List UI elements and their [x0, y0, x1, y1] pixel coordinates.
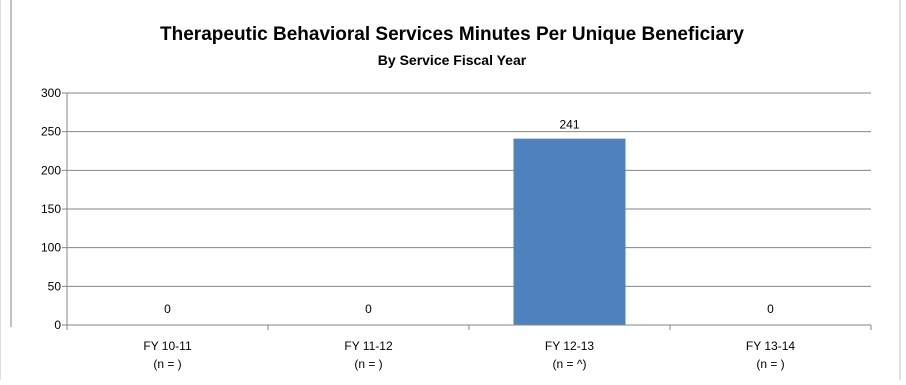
chart-title: Therapeutic Behavioral Services Minutes …: [160, 24, 744, 45]
bar: [513, 138, 626, 325]
x-tick-label: FY 10-11: [143, 339, 192, 353]
x-tick-sublabel: (n = ): [354, 357, 382, 371]
data-labels: 0 0 241 0: [164, 118, 774, 316]
data-label: 0: [164, 302, 171, 316]
x-tick-label: FY 12-13: [545, 339, 594, 353]
data-label: 0: [767, 302, 774, 316]
y-tick-label: 300: [41, 86, 61, 100]
y-tick-label: 250: [41, 125, 61, 139]
x-tick-sublabel: (n = ^): [553, 357, 587, 371]
x-tick-label: FY 11-12: [344, 339, 393, 353]
y-tick-label: 100: [41, 241, 61, 255]
y-tick-label: 50: [48, 279, 62, 293]
x-tick-sublabel: (n = ): [153, 357, 181, 371]
bars: [513, 138, 626, 325]
x-axis-labels: FY 10-11 (n = ) FY 11-12 (n = ) FY 12-13 (n =…: [143, 339, 795, 371]
y-axis-ticks: 0 50 100 150 200 250 300: [41, 86, 872, 332]
y-tick-label: 0: [54, 318, 61, 332]
data-label: 0: [365, 302, 372, 316]
left-edge-fragment: [0, 0, 12, 380]
x-tick-sublabel: (n = ): [756, 357, 784, 371]
y-tick-label: 200: [41, 163, 61, 177]
chart-subtitle: By Service Fiscal Year: [378, 52, 527, 68]
gridlines: [67, 92, 871, 287]
x-tick-label: FY 13-14: [746, 339, 795, 353]
data-label: 241: [559, 118, 579, 132]
y-tick-label: 150: [41, 202, 61, 216]
